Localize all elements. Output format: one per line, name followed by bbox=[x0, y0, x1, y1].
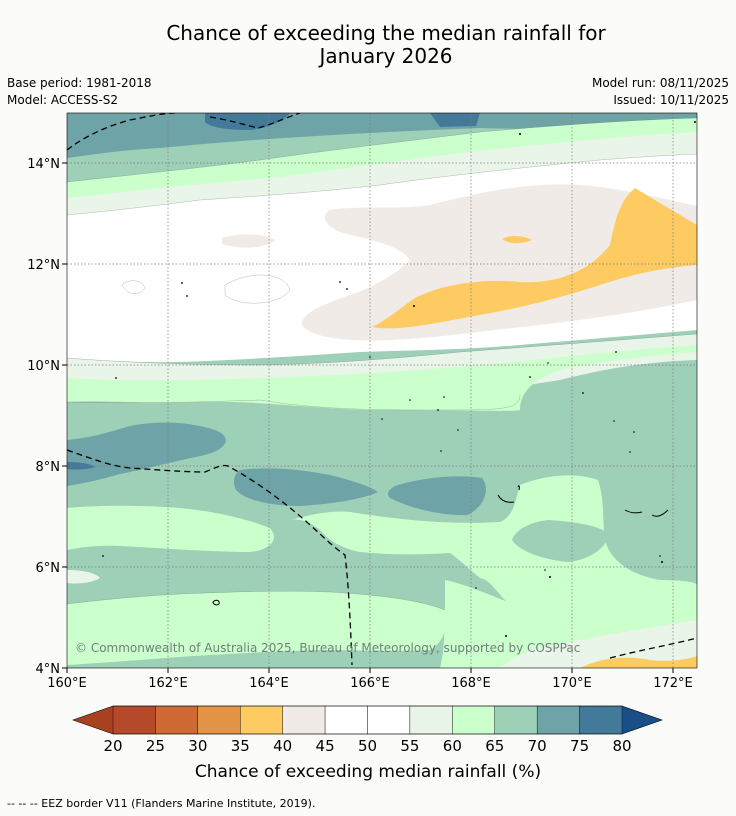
map-title: Chance of exceeding the median rainfall … bbox=[0, 22, 736, 68]
lon-tick-label: 168°E bbox=[451, 676, 491, 691]
contour-lines bbox=[67, 117, 697, 611]
colorbar-tick-label: 70 bbox=[528, 737, 547, 755]
colorbar-extend-high bbox=[622, 706, 662, 734]
colorbar-outline bbox=[72, 705, 663, 735]
contour-45-beige-small bbox=[222, 234, 275, 248]
eez-borders bbox=[67, 113, 697, 666]
contour-layer bbox=[67, 113, 697, 668]
lon-tick-label: 166°E bbox=[350, 676, 390, 691]
lon-tick-label: 162°E bbox=[148, 676, 188, 691]
colorbar-tick-label: 65 bbox=[485, 737, 504, 755]
colorbar-tick-label: 60 bbox=[443, 737, 462, 755]
gridlines bbox=[67, 113, 697, 668]
colorbar-cell bbox=[155, 705, 199, 735]
contour-35-south-east bbox=[580, 656, 697, 668]
contour-75-center bbox=[233, 468, 378, 506]
colorbar-tick-label: 50 bbox=[358, 737, 377, 755]
lat-tick-label: 4°N bbox=[36, 662, 61, 677]
eez-legend-note: -- -- -- EEZ border V11 (Flanders Marine… bbox=[7, 797, 316, 810]
contour-65-se bbox=[290, 475, 697, 668]
colorbar-cell bbox=[367, 705, 411, 735]
model-run: Model run: 08/11/2025 bbox=[591, 76, 729, 90]
title-line-1: Chance of exceeding the median rainfall … bbox=[166, 21, 606, 45]
colorbar-extend-low bbox=[73, 706, 113, 734]
colorbar-cell bbox=[112, 705, 156, 735]
contour-60-south-west bbox=[67, 570, 100, 584]
colorbar-title: Chance of exceeding median rainfall (%) bbox=[194, 762, 542, 782]
title-line-2: January 2026 bbox=[319, 44, 453, 68]
contour-65-sw bbox=[67, 505, 274, 552]
colorbar-cell bbox=[240, 705, 283, 735]
colorbar-tick-label: 30 bbox=[188, 737, 207, 755]
lat-axis: 14°N 12°N 10°N 8°N 6°N 4°N bbox=[27, 157, 67, 677]
copyright-notice: © Commonwealth of Australia 2025, Bureau… bbox=[75, 641, 581, 655]
colorbar-tick-label: 75 bbox=[570, 737, 589, 755]
lat-tick-label: 8°N bbox=[36, 460, 61, 475]
colorbar-tick-label: 25 bbox=[146, 737, 165, 755]
colorbar-cell bbox=[197, 705, 241, 735]
lon-tick-label: 172°E bbox=[653, 676, 693, 691]
contour-60-south-east bbox=[500, 620, 697, 668]
lon-tick-label: 160°E bbox=[47, 676, 87, 691]
colorbar-cell bbox=[282, 705, 326, 735]
colorbar-cell bbox=[452, 705, 495, 735]
lon-axis: 160°E 162°E 164°E 166°E 168°E 170°E 172°… bbox=[47, 668, 693, 691]
lon-tick-label: 164°E bbox=[249, 676, 289, 691]
contour-65-mid bbox=[67, 345, 697, 411]
lon-tick-label: 170°E bbox=[552, 676, 592, 691]
islands bbox=[102, 121, 696, 637]
atoll-outlines bbox=[212, 485, 669, 606]
lat-tick-label: 6°N bbox=[36, 561, 61, 576]
colorbar-tick-label: 35 bbox=[231, 737, 250, 755]
colorbar-tick-label: 40 bbox=[273, 737, 292, 755]
colorbar-cell bbox=[579, 705, 623, 735]
model-name: Model: ACCESS-S2 bbox=[7, 93, 119, 107]
issued-date: Issued: 10/11/2025 bbox=[613, 93, 729, 107]
colorbar-tick-label: 45 bbox=[316, 737, 335, 755]
lat-tick-label: 12°N bbox=[27, 258, 60, 273]
contour-35-orange bbox=[372, 188, 697, 329]
colorbar-cell bbox=[494, 705, 538, 735]
colorbar-tick-label: 80 bbox=[612, 737, 631, 755]
plot-frame bbox=[66, 112, 698, 669]
contour-80-north-2 bbox=[430, 113, 480, 127]
colorbar-tick-label: 20 bbox=[103, 737, 122, 755]
meta-left: Base period: 1981-2018 Model: ACCESS-S2 bbox=[7, 75, 152, 109]
colorbar-cell bbox=[536, 705, 580, 735]
contour-75-east bbox=[387, 476, 486, 516]
meta-right: Model run: 08/11/2025 Issued: 10/11/2025 bbox=[592, 75, 729, 109]
contour-70-se-patch bbox=[512, 520, 610, 562]
lat-tick-label: 10°N bbox=[27, 359, 60, 374]
lat-tick-label: 14°N bbox=[27, 157, 60, 172]
colorbar-cell bbox=[409, 705, 453, 735]
colorbar-cell bbox=[324, 705, 368, 735]
contour-35-orange-small bbox=[502, 236, 532, 244]
contour-45-beige bbox=[301, 184, 697, 341]
contour-75-west bbox=[67, 422, 226, 486]
colorbar-tick-label: 55 bbox=[400, 737, 419, 755]
colorbar: 20 25 30 35 40 45 50 55 60 65 70 75 80 bbox=[72, 705, 663, 755]
base-period: Base period: 1981-2018 bbox=[7, 76, 152, 90]
